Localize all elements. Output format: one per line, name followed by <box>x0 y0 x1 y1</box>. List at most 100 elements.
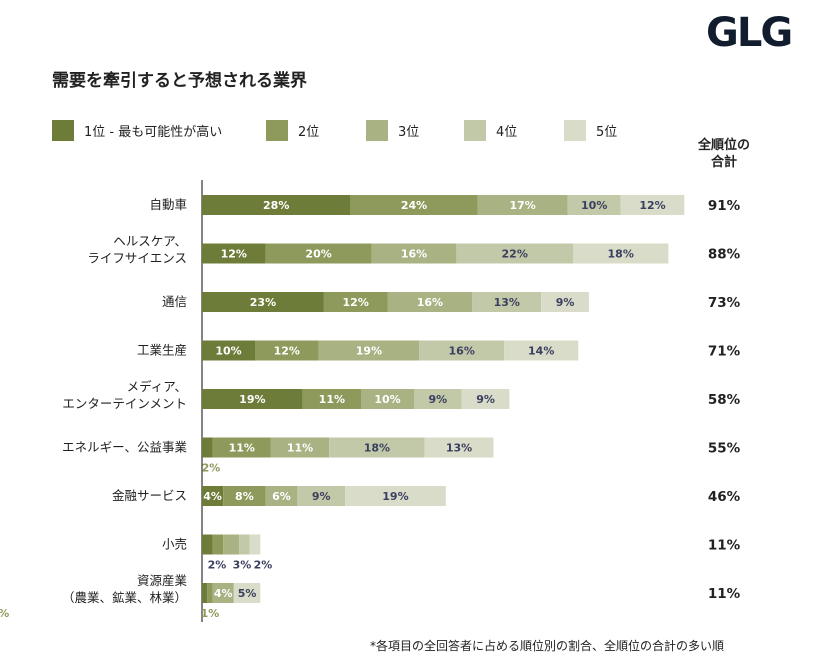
bar-segment-rank1 <box>202 243 266 264</box>
legend-swatch-rank1 <box>52 120 74 141</box>
legend-item-rank1: 1位 - 最も可能性が高い <box>52 120 222 141</box>
total-value: 73% <box>708 295 741 311</box>
data-label: 6% <box>272 490 291 503</box>
bar-segment-rank4 <box>472 292 542 312</box>
bar-segment-rank1 <box>202 583 208 603</box>
legend-label-rank2: 2位 <box>298 125 320 140</box>
bar-segment-rank4 <box>329 437 425 458</box>
bar-segment-rank2 <box>265 243 372 264</box>
bar-segment-rank3 <box>387 292 473 312</box>
data-label: 19% <box>239 393 265 406</box>
data-label: 10% <box>215 345 241 358</box>
data-label: 18% <box>608 248 634 261</box>
legend-label-rank3: 3位 <box>398 125 420 140</box>
total-header-line2: 合計 <box>710 155 737 170</box>
data-label: 1% <box>201 607 220 620</box>
bar-segment-rank4 <box>414 389 462 409</box>
bar-segment-rank3 <box>477 195 568 215</box>
data-label: 12% <box>221 248 247 261</box>
bar-segment-rank2 <box>212 437 271 458</box>
glg-logo: GLG <box>706 10 793 56</box>
bar-segment-rank3 <box>318 340 420 361</box>
data-label: 18% <box>364 442 390 455</box>
legend-item-rank4: 4位 <box>464 120 517 141</box>
data-label: 16% <box>417 296 443 309</box>
bar-segment-rank4 <box>239 534 250 555</box>
bar-segment-rank5 <box>573 243 669 264</box>
bar-segment-rank5 <box>424 437 494 458</box>
data-label: 20% <box>305 248 331 261</box>
category-label: エネルギー、公益事業 <box>62 440 187 455</box>
chart-title: 需要を牽引すると予想される業界 <box>52 71 307 91</box>
data-label: 2% <box>202 462 221 475</box>
category-label: メディア、 <box>127 379 187 394</box>
bar-segment-rank2 <box>255 340 319 361</box>
data-label: 11% <box>319 393 345 406</box>
data-label: 13% <box>446 442 472 455</box>
legend-swatch-rank4 <box>464 120 486 141</box>
total-value: 55% <box>708 441 741 457</box>
data-label: 5% <box>238 587 257 600</box>
data-label: 4% <box>203 490 222 503</box>
legend-swatch-rank5 <box>564 120 586 141</box>
bar-segment-rank2 <box>302 389 361 409</box>
data-label: 9% <box>476 393 495 406</box>
bar-segment-rank2 <box>207 583 213 603</box>
total-value: 88% <box>708 247 741 263</box>
bar-segment-rank2 <box>350 195 478 215</box>
total-value: 11% <box>708 538 741 554</box>
bar-segment-rank1 <box>202 195 351 215</box>
data-label: 12% <box>343 296 369 309</box>
data-label: 4% <box>214 587 233 600</box>
data-label: 10% <box>374 393 400 406</box>
bar-segment-rank2 <box>223 486 266 506</box>
legend-swatch-rank3 <box>366 120 388 141</box>
legend-label-rank4: 4位 <box>496 125 518 140</box>
data-label: 1% <box>0 607 9 620</box>
data-label: 28% <box>263 199 289 212</box>
total-header: 全順位の 合計 <box>688 137 760 171</box>
category-label: 通信 <box>162 294 187 309</box>
data-label: 9% <box>556 296 575 309</box>
total-value: 58% <box>708 392 741 408</box>
bar-segment-rank3 <box>265 486 298 506</box>
legend-item-rank5: 5位 <box>564 120 617 141</box>
data-label: 22% <box>502 248 528 261</box>
category-label: 工業生産 <box>137 343 187 358</box>
category-label: 資源産業 <box>137 573 188 588</box>
data-label: 2% <box>208 559 227 572</box>
bar-segment-rank5 <box>345 486 446 506</box>
legend-swatch-rank2 <box>266 120 288 141</box>
bar-segment-rank3 <box>270 437 330 458</box>
data-label: 14% <box>528 345 554 358</box>
data-label: 16% <box>401 248 427 261</box>
data-label: 12% <box>274 345 300 358</box>
data-label: 2% <box>254 559 273 572</box>
data-label: 12% <box>639 199 665 212</box>
data-label: 3% <box>233 559 252 572</box>
legend-label-rank1: 1位 - 最も可能性が高い <box>84 125 223 140</box>
bar-segment-rank1 <box>202 534 213 555</box>
data-label: 19% <box>356 345 382 358</box>
bar-segment-rank4 <box>456 243 573 264</box>
bar-segment-rank3 <box>371 243 457 264</box>
legend-item-rank2: 2位 <box>266 120 319 141</box>
legend-label-rank5: 5位 <box>596 125 618 140</box>
bar-segment-rank3 <box>223 534 240 555</box>
bar-segment-rank1 <box>202 486 224 506</box>
data-label: 9% <box>429 393 448 406</box>
bar-segment-rank1 <box>202 292 324 312</box>
bar-segment-rank2 <box>212 534 224 555</box>
data-label: 23% <box>250 296 276 309</box>
category-label: ライフサイエンス <box>87 251 187 266</box>
total-header-line1: 全順位の <box>697 138 750 153</box>
bar-segment-rank5 <box>620 195 685 215</box>
category-label: ヘルスケア、 <box>113 234 187 249</box>
bar-segment-rank5 <box>233 583 261 603</box>
data-label: 16% <box>449 345 475 358</box>
data-label: 10% <box>581 199 607 212</box>
bar-segment-rank4 <box>567 195 621 215</box>
total-value: 71% <box>708 344 741 360</box>
